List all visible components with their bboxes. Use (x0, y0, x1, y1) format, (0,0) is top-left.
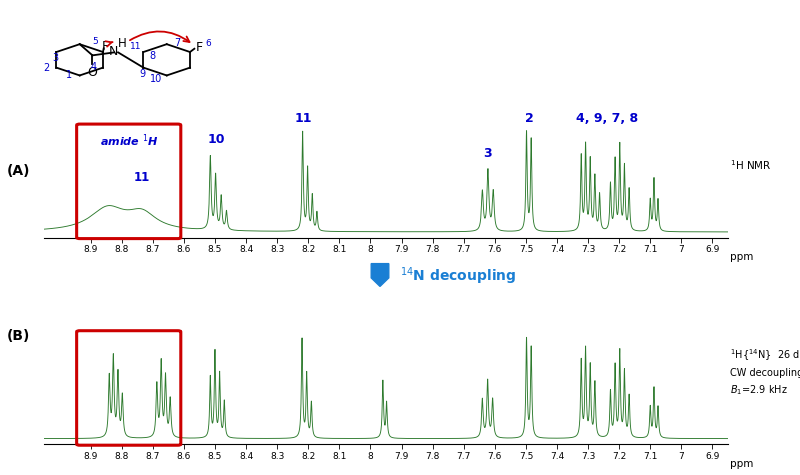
Text: 10: 10 (150, 74, 162, 84)
Text: F: F (102, 40, 109, 53)
Text: 3: 3 (52, 53, 58, 63)
Text: 3: 3 (484, 147, 492, 161)
Text: (A): (A) (6, 164, 30, 178)
Text: ppm: ppm (730, 459, 754, 469)
Text: 11: 11 (134, 171, 150, 184)
Text: 4: 4 (91, 62, 97, 72)
Text: $^{14}$N decoupling: $^{14}$N decoupling (400, 266, 516, 287)
Text: 11: 11 (295, 112, 312, 125)
Text: O: O (87, 66, 98, 79)
Text: 10: 10 (208, 133, 226, 146)
Text: 8: 8 (150, 51, 155, 61)
Text: 1: 1 (66, 70, 73, 80)
Text: 5: 5 (93, 37, 98, 46)
Text: 2: 2 (43, 63, 50, 73)
Text: 7: 7 (174, 38, 181, 48)
FancyArrow shape (371, 264, 389, 286)
Text: ppm: ppm (730, 252, 754, 262)
Text: H: H (118, 37, 126, 50)
Text: (B): (B) (6, 329, 30, 343)
Text: 6: 6 (205, 39, 210, 48)
Text: 2: 2 (525, 112, 534, 125)
Text: $^1$H NMR: $^1$H NMR (730, 158, 772, 172)
Text: F: F (195, 41, 202, 54)
Text: 4, 9, 7, 8: 4, 9, 7, 8 (576, 112, 638, 125)
Text: amide $^1$H: amide $^1$H (100, 133, 159, 150)
Text: $^1$H{$^{14}$N}  26 dB
CW decoupling,
$B_1$=2.9 kHz: $^1$H{$^{14}$N} 26 dB CW decoupling, $B_… (730, 347, 800, 398)
Text: 11: 11 (130, 42, 142, 51)
Text: N: N (109, 45, 118, 58)
Text: 9: 9 (139, 69, 146, 79)
